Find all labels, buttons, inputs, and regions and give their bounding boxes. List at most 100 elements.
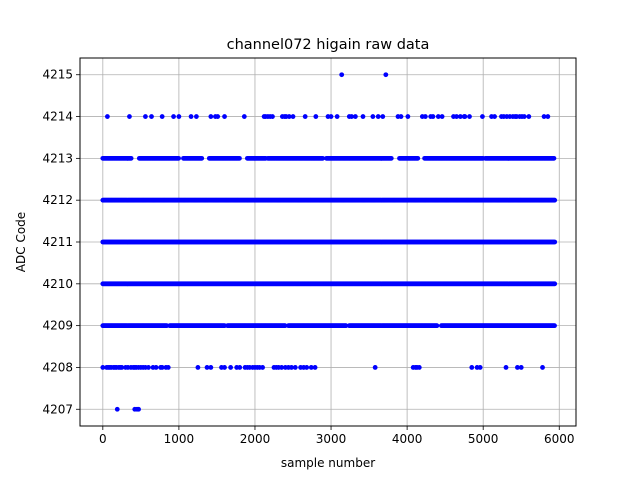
y-tick-label: 4207	[42, 402, 73, 416]
data-point	[208, 114, 214, 119]
data-point	[462, 114, 468, 119]
chart-title: channel072 higain raw data	[227, 37, 430, 53]
data-point	[480, 114, 485, 119]
y-tick-label: 4215	[42, 68, 73, 82]
data-point	[282, 323, 288, 329]
x-tick-label: 5000	[468, 432, 499, 446]
x-axis-label: sample number	[281, 456, 375, 470]
x-tick-label: 6000	[544, 432, 575, 446]
data-point	[469, 365, 475, 370]
y-tick-label: 4213	[42, 151, 73, 165]
data-point	[343, 323, 349, 329]
data-point	[304, 365, 310, 370]
data-point	[228, 365, 234, 370]
data-point	[467, 114, 472, 119]
data-point	[215, 114, 221, 119]
data-point	[375, 114, 381, 119]
data-point	[302, 114, 308, 119]
data-point	[328, 114, 334, 119]
data-point	[477, 365, 483, 370]
y-tick-label: 4210	[42, 277, 73, 291]
data-point	[286, 114, 292, 119]
data-point	[383, 72, 389, 78]
x-tick-label: 2000	[240, 432, 271, 446]
y-tick-label: 4212	[42, 193, 73, 207]
data-point	[526, 114, 532, 119]
data-point	[435, 114, 441, 119]
data-point	[188, 114, 194, 119]
data-point	[119, 365, 125, 370]
data-point	[339, 72, 345, 78]
data-point	[415, 155, 421, 161]
data-point	[320, 155, 326, 161]
y-tick-label: 4211	[42, 235, 73, 249]
data-point	[552, 323, 557, 329]
data-point	[518, 365, 524, 370]
data-point	[270, 114, 275, 119]
data-point	[308, 365, 314, 370]
data-point	[153, 365, 159, 370]
x-tick-label: 4000	[392, 432, 423, 446]
x-tick-label: 0	[99, 432, 107, 446]
data-point	[237, 155, 242, 161]
data-point	[204, 365, 210, 370]
data-point	[551, 155, 557, 161]
data-point	[127, 114, 132, 119]
data-point	[165, 365, 171, 370]
data-point	[128, 155, 134, 161]
data-point	[313, 114, 319, 119]
data-point	[372, 365, 378, 370]
data-point	[457, 114, 463, 119]
axis-ticks: 0 1000 2000 3000 4000 5000 6000 4207 4208 4209 421…	[42, 68, 574, 446]
y-tick-label: 4209	[42, 319, 73, 333]
data-point	[360, 114, 366, 119]
data-point	[208, 365, 214, 370]
data-point	[159, 365, 165, 370]
data-point	[171, 114, 176, 119]
data-point	[176, 114, 182, 119]
data-point	[454, 114, 459, 119]
data-point	[136, 406, 141, 412]
data-point	[352, 114, 358, 119]
data-point	[521, 114, 527, 119]
data-point	[439, 114, 445, 119]
data-point	[515, 365, 520, 370]
data-points	[100, 72, 558, 412]
data-point	[380, 114, 386, 119]
data-point	[552, 281, 558, 287]
data-point	[199, 155, 205, 161]
data-point	[279, 365, 284, 370]
data-point	[492, 114, 497, 119]
x-tick-label: 1000	[164, 432, 195, 446]
data-point	[422, 114, 428, 119]
y-tick-label: 4208	[42, 360, 73, 374]
data-point	[292, 365, 298, 370]
data-point	[541, 114, 547, 119]
data-point	[398, 114, 404, 119]
data-point	[289, 365, 294, 370]
data-point	[388, 155, 394, 161]
data-point	[159, 114, 165, 119]
data-point	[430, 114, 436, 119]
data-point	[349, 114, 354, 119]
data-point	[260, 365, 265, 370]
data-point	[552, 239, 558, 245]
data-point	[370, 114, 376, 119]
data-point	[540, 365, 545, 370]
data-point	[434, 323, 440, 329]
data-point	[552, 197, 558, 203]
data-point	[222, 114, 227, 119]
y-tick-label: 4214	[42, 110, 73, 124]
data-point	[237, 365, 243, 370]
data-point	[195, 365, 201, 370]
data-point	[176, 155, 181, 161]
data-point	[149, 114, 154, 119]
data-point	[100, 365, 106, 370]
data-point	[104, 114, 110, 119]
data-point	[290, 114, 296, 119]
data-point	[222, 365, 227, 370]
data-point	[146, 365, 151, 370]
data-point	[114, 406, 120, 412]
y-axis-label: ADC Code	[14, 212, 28, 272]
